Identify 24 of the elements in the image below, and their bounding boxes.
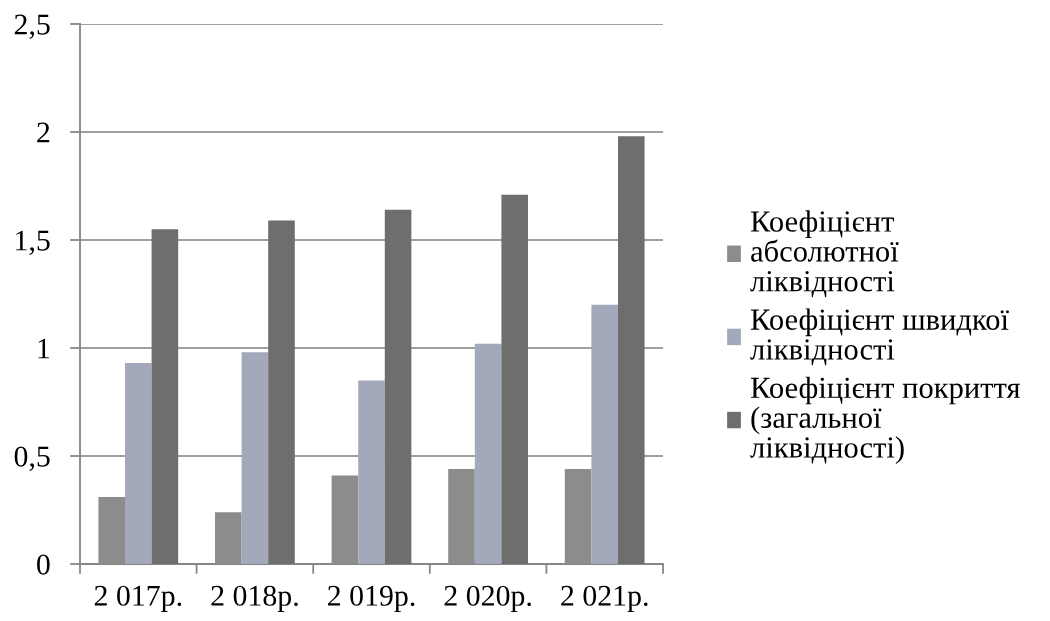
legend-label: Коефіцієнт швидкої ліквідності bbox=[750, 308, 1009, 366]
bar bbox=[125, 363, 152, 564]
bar bbox=[358, 380, 385, 564]
x-tick-label: 2 018р. bbox=[211, 585, 298, 612]
bar bbox=[591, 304, 618, 564]
legend-label: Коефіцієнт покриття (загальної ліквідності) bbox=[750, 376, 1020, 465]
bar bbox=[241, 352, 269, 564]
y-tick-label: 0 bbox=[37, 554, 50, 575]
y-tick-label: 1 bbox=[38, 338, 50, 359]
bar bbox=[268, 220, 295, 564]
bar bbox=[501, 194, 528, 564]
y-tick-label: 2,5 bbox=[14, 14, 50, 39]
bar bbox=[151, 229, 179, 564]
y-tick-label: 1,5 bbox=[16, 230, 50, 255]
bar bbox=[617, 136, 645, 564]
x-tick-label: 2 021р. bbox=[561, 585, 648, 612]
x-tick-label: 2 017р. bbox=[94, 585, 182, 612]
bar bbox=[474, 343, 502, 564]
y-tick-label: 0,5 bbox=[14, 446, 50, 471]
y-tick-label: 2 bbox=[37, 122, 50, 143]
x-tick-label: 2 020р. bbox=[444, 585, 531, 612]
x-tick-label: 2 019р. bbox=[328, 585, 415, 612]
legend-label: Коефіцієнт абсолютної ліквідності bbox=[750, 210, 899, 298]
bar bbox=[384, 209, 412, 564]
